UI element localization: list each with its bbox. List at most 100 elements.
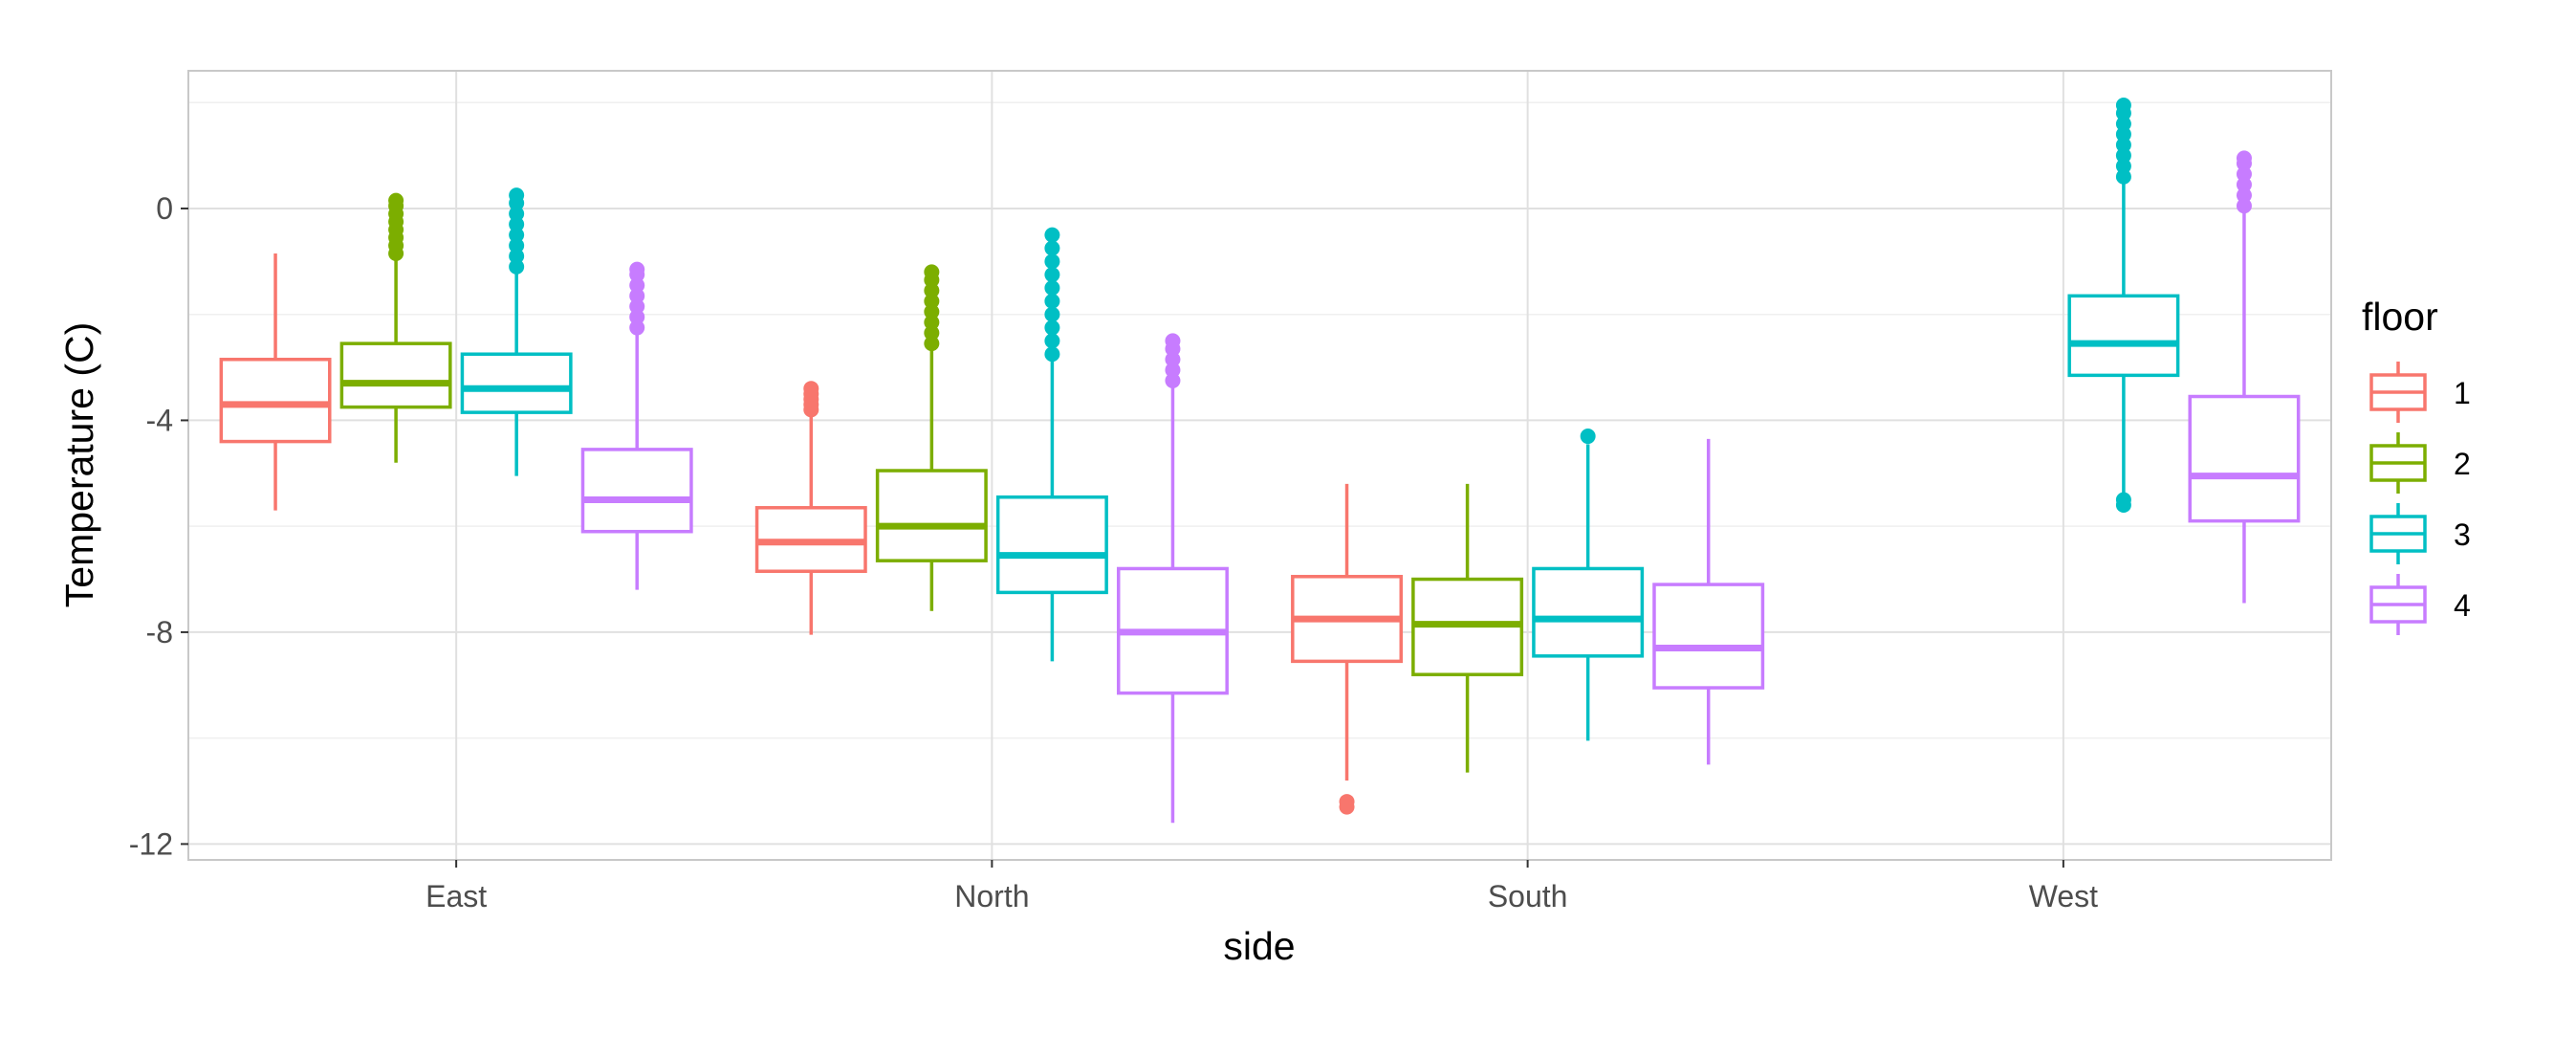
outlier-point — [509, 258, 525, 275]
outlier-point — [1044, 267, 1060, 283]
box-east-floor-2 — [339, 192, 452, 463]
outlier-point — [1044, 293, 1060, 309]
outlier-point — [924, 303, 940, 319]
outlier-point — [509, 187, 525, 204]
outlier-point — [1165, 351, 1181, 367]
outlier-point — [1580, 429, 1596, 445]
outlier-point — [509, 206, 525, 222]
box-east-floor-4 — [580, 261, 693, 590]
box-south-floor-3 — [1532, 429, 1645, 741]
box-south-floor-2 — [1411, 483, 1524, 773]
outlier-point — [1339, 799, 1355, 815]
outlier-point — [2115, 137, 2131, 153]
box-north-floor-1 — [754, 381, 867, 635]
legend-label: 2 — [2454, 447, 2471, 481]
box-south-floor-1 — [1291, 483, 1404, 815]
outlier-point — [2115, 97, 2131, 113]
legend-label: 4 — [2454, 588, 2471, 623]
outlier-point — [2115, 126, 2131, 143]
outlier-point — [2236, 198, 2252, 214]
box-iqr — [875, 469, 988, 562]
plot-panel-border — [187, 70, 2332, 861]
outlier-point — [629, 298, 645, 315]
outlier-point — [2236, 187, 2252, 204]
box-layer — [219, 97, 2301, 824]
outlier-point — [2115, 116, 2131, 132]
outlier-point — [924, 336, 940, 352]
legend: floor 1 2 3 4 — [2362, 295, 2471, 635]
box-iqr — [460, 352, 573, 414]
box-iqr — [2188, 394, 2301, 523]
legend-label: 3 — [2454, 517, 2471, 552]
box-south-floor-4 — [1652, 438, 1765, 765]
box-iqr — [339, 341, 452, 409]
box-iqr — [1652, 583, 1765, 690]
outlier-point — [509, 216, 525, 232]
legend-item-floor-3: 3 — [2369, 503, 2471, 564]
outlier-point — [2115, 147, 2131, 164]
box-iqr — [1532, 566, 1645, 658]
outlier-point — [388, 192, 404, 209]
outlier-point — [509, 227, 525, 243]
outlier-point — [924, 293, 940, 309]
outlier-point — [629, 261, 645, 277]
outlier-point — [924, 282, 940, 298]
outlier-point — [1044, 253, 1060, 270]
box-north-floor-4 — [1116, 333, 1229, 824]
x-tick-label: North — [954, 879, 1029, 913]
outlier-point — [2115, 158, 2131, 174]
y-tick-label: -8 — [146, 615, 173, 649]
box-iqr — [995, 495, 1108, 595]
outlier-point — [509, 237, 525, 253]
box-north-floor-2 — [875, 264, 988, 611]
y-tick-label: 0 — [156, 191, 173, 226]
outlier-point — [924, 315, 940, 331]
x-axis-ticks: East North South West — [426, 860, 2098, 913]
outlier-point — [629, 277, 645, 294]
outlier-point — [803, 381, 819, 397]
outlier-point — [629, 309, 645, 325]
legend-item-floor-2: 2 — [2369, 432, 2471, 494]
outlier-point — [2115, 168, 2131, 185]
legend-item-floor-1: 1 — [2369, 362, 2471, 423]
outlier-point — [1044, 346, 1060, 363]
y-axis-ticks: -12 -8 -4 0 — [129, 191, 188, 861]
box-west-floor-3 — [2067, 97, 2180, 514]
outlier-point — [509, 248, 525, 264]
grid-layer — [188, 71, 2331, 860]
outlier-point — [1044, 240, 1060, 256]
box-north-floor-3 — [995, 227, 1108, 662]
outlier-point — [1044, 319, 1060, 336]
outlier-point — [2236, 177, 2252, 193]
x-tick-label: East — [426, 879, 487, 913]
outlier-point — [1165, 372, 1181, 388]
outlier-point — [2115, 497, 2131, 514]
legend-title: floor — [2362, 295, 2438, 339]
y-axis-title: Temperature (C) — [57, 322, 101, 607]
outlier-point — [2236, 165, 2252, 182]
box-iqr — [219, 358, 332, 444]
outlier-point — [2236, 150, 2252, 166]
y-tick-label: -4 — [146, 403, 173, 437]
outlier-point — [1044, 280, 1060, 297]
outlier-point — [629, 288, 645, 304]
outlier-point — [924, 325, 940, 341]
y-tick-label: -12 — [129, 826, 173, 861]
box-east-floor-3 — [460, 187, 573, 476]
outlier-point — [1044, 227, 1060, 243]
box-iqr — [580, 448, 693, 534]
outlier-point — [1044, 306, 1060, 322]
legend-item-floor-4: 4 — [2369, 574, 2471, 635]
box-iqr — [2067, 294, 2180, 378]
x-axis-title: side — [1223, 924, 1295, 968]
outlier-point — [629, 319, 645, 336]
x-tick-label: South — [1488, 879, 1568, 913]
box-east-floor-1 — [219, 253, 332, 511]
box-west-floor-4 — [2188, 150, 2301, 604]
outlier-point — [924, 264, 940, 280]
legend-label: 1 — [2454, 376, 2471, 410]
outlier-point — [1044, 333, 1060, 349]
x-tick-label: West — [2029, 879, 2098, 913]
